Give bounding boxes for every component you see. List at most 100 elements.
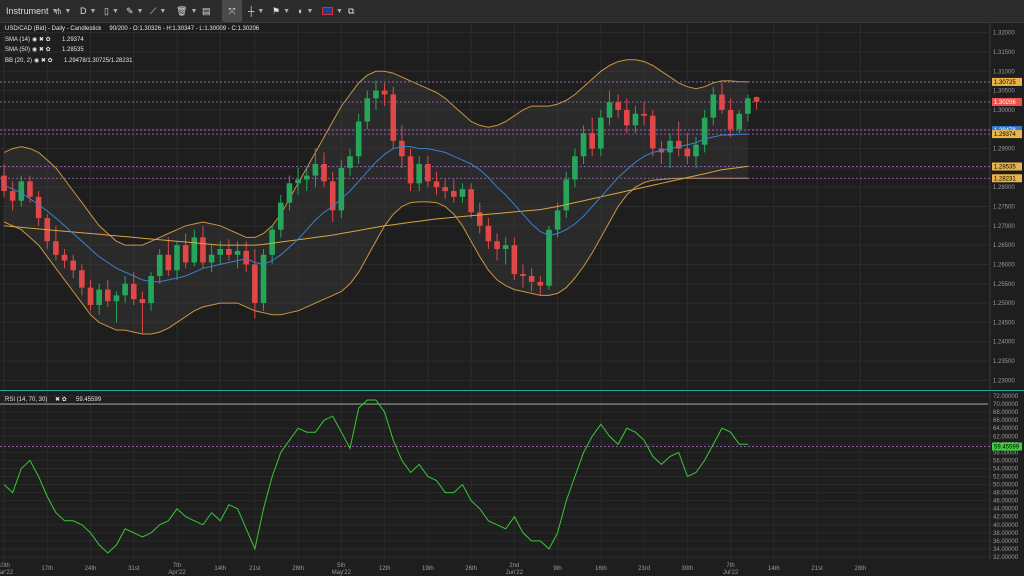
date-tick-label: 23rd — [638, 566, 650, 572]
legend-bb-value: 1.29478/1.30725/1.28231 — [64, 58, 133, 64]
crosshair-menu[interactable]: ┼ ▼ — [248, 0, 264, 22]
timeframe-menu[interactable]: D ▼ — [80, 0, 96, 22]
candle-body — [278, 202, 284, 230]
candle-body — [234, 250, 241, 255]
candle-body — [520, 274, 526, 277]
date-tick-sublabel: Apr'22 — [168, 570, 186, 576]
date-tick-label: 9th — [553, 566, 561, 572]
date-tick-label: 10th — [0, 563, 10, 569]
bollinger-bands — [3, 59, 748, 335]
pane-divider[interactable] — [0, 390, 1024, 391]
candle-body — [243, 250, 249, 265]
date-tick-label: 14th — [768, 566, 780, 572]
instrument-menu[interactable]: Instrument ▼ — [6, 0, 58, 22]
drawing-tool-button[interactable]: ⫛ ▼ — [56, 0, 71, 22]
date-axis: 10thMar'2217th24th31st7thApr'2214th21st2… — [0, 561, 1024, 576]
rsi-legend-label: RSI (14, 70, 30) — [5, 397, 47, 403]
chevron-down-icon: ▼ — [257, 7, 265, 15]
price-tick-label: 1.29000 — [993, 147, 1015, 153]
fullscreen-button[interactable]: ⤧ — [222, 0, 242, 22]
rsi-tick-label: 46.00000 — [993, 499, 1019, 505]
candle-body — [139, 299, 146, 304]
candle-body — [217, 248, 224, 255]
price-tick-label: 1.32000 — [993, 31, 1015, 37]
chart-legend: USD/CAD (Bid) - Daily - Candlestick 90/2… — [5, 26, 260, 64]
price-tick-label: 1.31000 — [993, 69, 1015, 75]
candle-body — [416, 164, 422, 184]
layout-button[interactable]: ▤ — [202, 0, 211, 22]
bollinger-fill — [4, 59, 748, 334]
candle-body — [693, 144, 699, 157]
candle-body — [87, 287, 94, 306]
candle-body — [252, 264, 258, 304]
candle-body — [260, 254, 267, 304]
candle-body — [53, 241, 59, 255]
rsi-tick-label: 72.00000 — [993, 394, 1019, 400]
chevron-down-icon: ▼ — [336, 7, 343, 15]
rsi-chart[interactable]: 72.00000 70.00000 68.00000 66.00000 64.00000… — [0, 392, 1024, 561]
chevron-down-icon: ▼ — [136, 7, 144, 15]
price-badge — [992, 174, 1022, 183]
rsi-path — [3, 399, 748, 554]
crosshair-icon: ┼ — [248, 6, 255, 16]
date-tick-label: 16th — [595, 566, 607, 572]
candle-body — [105, 289, 111, 302]
candle-body — [745, 98, 751, 114]
price-chart[interactable]: 1.320001.315001.310001.305001.300001.295… — [0, 23, 1024, 390]
rsi-tick-label: 32.00000 — [993, 555, 1019, 561]
candle-body — [624, 109, 630, 126]
candle-body — [191, 237, 198, 263]
legend-sma50-controls[interactable]: ◉ ✖ ✿ — [32, 46, 51, 53]
price-badge — [992, 97, 1022, 106]
legend-sma14-label: SMA (14) — [5, 37, 30, 43]
candle-body — [200, 237, 206, 263]
candle-body — [9, 191, 16, 201]
candles-icon: ▯ — [104, 5, 109, 16]
legend-title: USD/CAD (Bid) - Daily - Candlestick — [5, 26, 102, 32]
legend-sma14-controls[interactable]: ◉ ✖ ✿ — [32, 36, 51, 43]
delete-menu[interactable]: 🗑 ▼ — [176, 0, 197, 22]
chevron-down-icon: ▼ — [283, 7, 291, 15]
candle-body — [433, 181, 440, 188]
indicators-menu[interactable]: ✎ ▼ — [126, 0, 143, 22]
sma50-line — [3, 165, 748, 246]
rsi-tick-label: 64.00000 — [993, 426, 1019, 432]
theme-menu[interactable]: ◐ ▼ — [298, 0, 313, 22]
date-tick-label: 28th — [292, 566, 304, 572]
price-tick-label: 1.26000 — [993, 262, 1015, 268]
candle-body — [606, 102, 613, 118]
rsi-tick-label: 62.00000 — [993, 434, 1019, 440]
candle-body — [27, 181, 33, 197]
language-menu[interactable]: ▼ — [322, 0, 343, 22]
flag-icon: ⚑ — [272, 5, 281, 16]
moving-averages — [3, 133, 748, 283]
date-tick-sublabel: Jul'22 — [723, 570, 739, 576]
price-tick-label: 1.31500 — [993, 50, 1015, 56]
price-tick-label: 1.24000 — [993, 340, 1015, 346]
rsi-legend-controls[interactable]: ✖ ✿ — [55, 396, 67, 403]
candle-body — [70, 260, 76, 271]
candle-body — [113, 295, 120, 302]
candle-body — [122, 283, 128, 296]
price-axis: 1.320001.315001.310001.305001.300001.295… — [992, 31, 1022, 384]
candle-body — [130, 283, 137, 300]
candle-body — [476, 212, 483, 226]
legend-bb-controls[interactable]: ◉ ✖ ✿ — [34, 57, 53, 64]
rsi-badge-label: 59.45599 — [994, 444, 1020, 450]
popout-button[interactable]: ⧉ — [348, 0, 354, 22]
candle-body — [710, 94, 717, 118]
legend-sma50-label: SMA (50) — [5, 47, 30, 53]
candle-body — [572, 156, 578, 180]
candle-body — [1, 175, 7, 192]
candle-body — [684, 148, 691, 157]
candle-body — [753, 97, 760, 102]
price-badge-label: 1.30725 — [994, 80, 1016, 86]
candles — [1, 80, 760, 334]
annotation-menu[interactable]: ⚑ ▼ — [272, 0, 290, 22]
chart-type-menu[interactable]: ▯ ▼ — [104, 0, 119, 22]
price-badge — [992, 130, 1022, 139]
chevron-down-icon: ▼ — [89, 7, 97, 15]
drawings-menu[interactable]: ⟋ ▼ — [150, 0, 166, 22]
rsi-tick-label: 42.00000 — [993, 515, 1019, 521]
candle-body — [468, 189, 474, 213]
